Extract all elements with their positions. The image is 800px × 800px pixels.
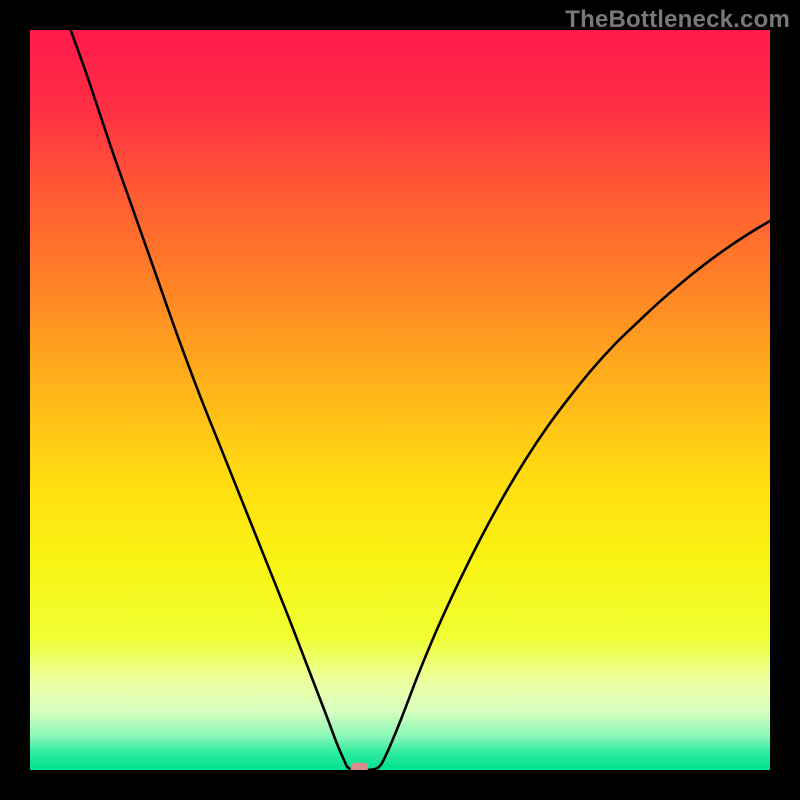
min-marker [351,763,368,770]
chart-frame: TheBottleneck.com [0,0,800,800]
bottleneck-curve-chart [30,30,770,770]
plot-area [30,30,770,770]
plot-background [30,30,770,770]
